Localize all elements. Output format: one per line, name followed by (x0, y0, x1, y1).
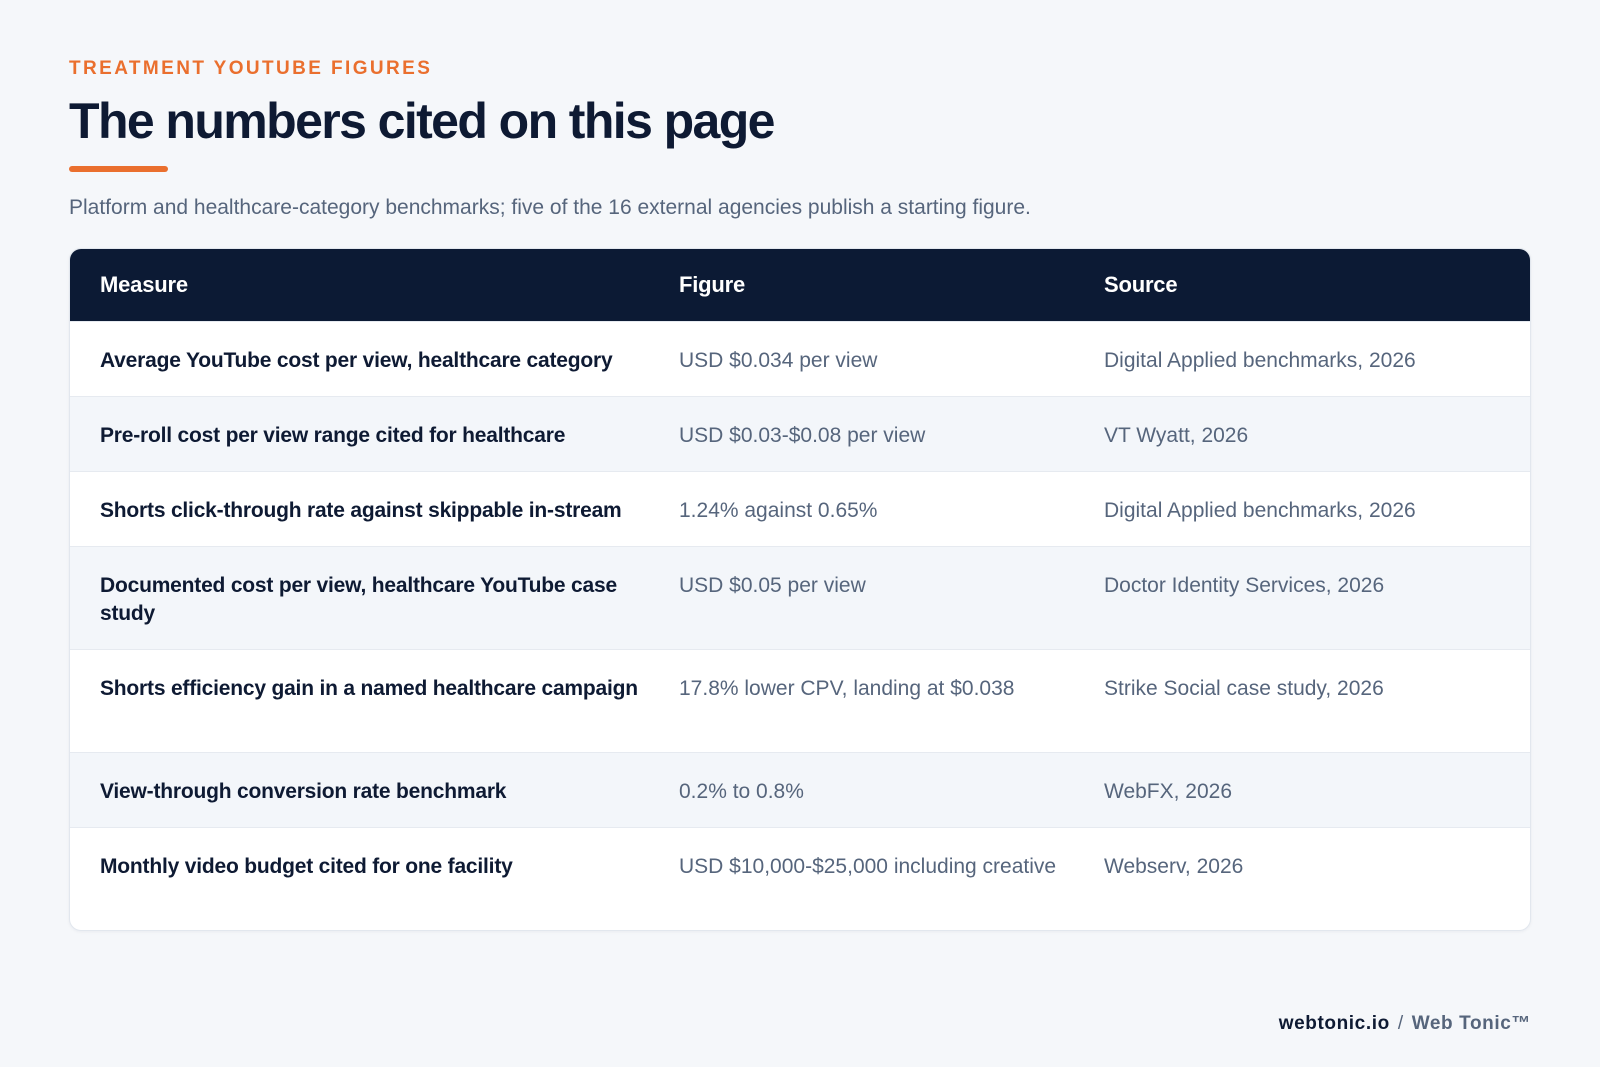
cell-figure: USD $10,000-$25,000 including creative (679, 855, 1057, 878)
cell-source: Digital Applied benchmarks, 2026 (1104, 349, 1416, 372)
cell-source: VT Wyatt, 2026 (1104, 424, 1249, 447)
table-row: Pre-roll cost per view range cited for h… (70, 396, 1530, 471)
cell-figure: 17.8% lower CPV, landing at $0.038 (679, 677, 1015, 700)
cell-measure: Pre-roll cost per view range cited for h… (100, 424, 566, 447)
footer-domain: webtonic.io (1278, 1013, 1390, 1034)
page-subtitle: Platform and healthcare-category benchma… (69, 196, 1031, 219)
cell-figure: 0.2% to 0.8% (679, 780, 804, 803)
cell-source: Digital Applied benchmarks, 2026 (1104, 499, 1416, 522)
cell-measure: View-through conversion rate benchmark (100, 780, 507, 803)
cell-source: WebFX, 2026 (1104, 780, 1233, 803)
cell-measure: Monthly video budget cited for one facil… (100, 855, 513, 878)
column-header-measure: Measure (100, 272, 188, 297)
table-row: View-through conversion rate benchmark 0… (70, 752, 1530, 827)
footer-separator: / (1397, 1013, 1404, 1034)
table-header: Measure Figure Source (70, 249, 1530, 321)
footer-credit: webtonic.io / Web Tonic™ (1279, 1013, 1531, 1035)
table-row: Monthly video budget cited for one facil… (70, 827, 1530, 930)
figures-table: Measure Figure Source Average YouTube co… (69, 248, 1531, 931)
cell-figure: 1.24% against 0.65% (679, 499, 878, 522)
eyebrow-label: TREATMENT YOUTUBE FIGURES (69, 58, 433, 79)
column-header-source: Source (1104, 272, 1178, 297)
cell-figure: USD $0.05 per view (679, 574, 866, 597)
footer-brand: Web Tonic™ (1411, 1013, 1531, 1034)
cell-measure: Documented cost per view, healthcare You… (100, 574, 617, 625)
cell-measure: Shorts efficiency gain in a named health… (100, 677, 638, 700)
table-row: Documented cost per view, healthcare You… (70, 546, 1530, 649)
table-row: Shorts click-through rate against skippa… (70, 471, 1530, 546)
cell-figure: USD $0.034 per view (679, 349, 878, 372)
page-title: The numbers cited on this page (69, 93, 775, 149)
column-header-figure: Figure (679, 272, 746, 297)
cell-source: Strike Social case study, 2026 (1104, 677, 1384, 700)
cell-source: Webserv, 2026 (1104, 855, 1244, 878)
cell-measure: Shorts click-through rate against skippa… (100, 499, 622, 522)
title-underline (69, 166, 168, 172)
cell-figure: USD $0.03-$0.08 per view (679, 424, 926, 447)
cell-source: Doctor Identity Services, 2026 (1104, 574, 1385, 597)
table-row: Average YouTube cost per view, healthcar… (70, 321, 1530, 396)
table-row: Shorts efficiency gain in a named health… (70, 649, 1530, 752)
cell-measure: Average YouTube cost per view, healthcar… (100, 349, 613, 372)
